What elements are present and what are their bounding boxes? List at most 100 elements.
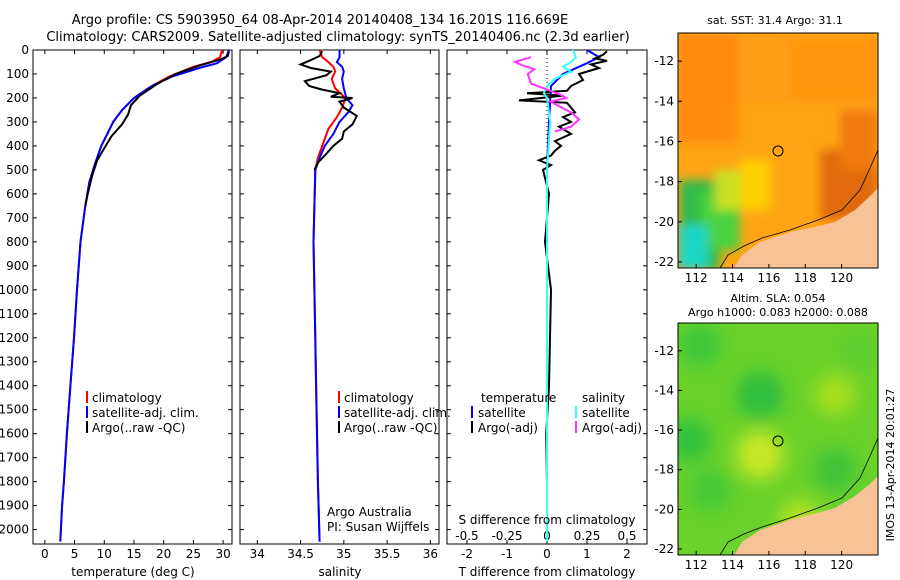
map-x-tick-label: 118 (794, 271, 817, 285)
temperature-x-label: temperature (deg C) (71, 565, 194, 579)
map-x-tick-label: 116 (757, 271, 780, 285)
y-tick-label: 500 (6, 163, 29, 177)
x2-tick-label: -0.25 (491, 529, 522, 543)
sst-map-frame (677, 32, 879, 269)
map-x-tick-label: 112 (685, 558, 708, 572)
x-tick-label: -1 (501, 547, 513, 561)
y-tick-label: 900 (6, 259, 29, 273)
map-x-tick-label: 116 (757, 558, 780, 572)
y-tick-label: 1100 (0, 307, 29, 321)
x-tick-label: 20 (156, 547, 171, 561)
sla-map-frame (677, 322, 879, 556)
salinity-x-label: salinity (318, 565, 361, 579)
y-tick-label: 1300 (0, 355, 29, 369)
y-tick-label: 700 (6, 211, 29, 225)
legend-label-temp-satellite: satellite (478, 406, 526, 420)
legend-heading-salinity: salinity (582, 391, 625, 405)
sla-map-title-line2: Argo h1000: 0.083 h2000: 0.088 (688, 306, 868, 319)
map-y-tick-label: -14 (654, 383, 674, 397)
map-y-tick-label: -18 (654, 175, 674, 189)
land-mass (734, 33, 878, 268)
x-tick-label: 35 (336, 547, 351, 561)
legend-label-argo: Argo(..raw -QC) (344, 421, 437, 435)
shelf-contour (719, 437, 878, 555)
y-tick-label: 1000 (0, 283, 29, 297)
figure-title-line1: Argo profile: CS 5903950_64 08-Apr-2014 … (72, 13, 568, 28)
series-line-satellite-adj-clim- (59, 49, 230, 542)
x-tick-label: 35.5 (374, 547, 401, 561)
map-x-tick-label: 114 (721, 558, 744, 572)
y-tick-label: 1600 (0, 427, 29, 441)
difference-legend: temperature salinity satellite Argo(-adj… (471, 391, 642, 435)
x2-tick-label: 0.25 (574, 529, 601, 543)
shelf-contour (719, 149, 878, 268)
argo-float-marker (772, 145, 784, 157)
map-y-tick-label: -16 (654, 134, 674, 148)
x-tick-label: 0 (41, 547, 49, 561)
difference-x-label: T difference from climatology (458, 565, 636, 579)
sst-map (678, 33, 878, 268)
map-y-tick-label: -12 (654, 54, 674, 68)
y-tick-label: 2000 (0, 523, 29, 537)
x-tick-label: 0 (543, 547, 551, 561)
series-line-argo-raw-qc- (297, 50, 359, 171)
x-tick-label: 2 (623, 547, 631, 561)
map-x-tick-label: 120 (830, 271, 853, 285)
x-tick-label: 34 (250, 547, 265, 561)
map-y-tick-label: -18 (654, 463, 674, 477)
legend-label-climatology: climatology (344, 391, 414, 405)
x2-tick-label: -0.5 (455, 529, 478, 543)
y-tick-label: 1800 (0, 475, 29, 489)
map-y-tick-label: -14 (654, 94, 674, 108)
series-line-satellite-adj-clim- (312, 50, 354, 542)
y-tick-label: 600 (6, 187, 29, 201)
series-line-temperature-argo-adj- (518, 50, 608, 542)
temperature-legend: climatology satellite-adj. clim. Argo(..… (86, 391, 199, 435)
map-y-tick-label: -12 (654, 344, 674, 358)
map-x-tick-label: 114 (721, 271, 744, 285)
y-tick-label: 100 (6, 67, 29, 81)
legend-label-sal-satellite: satellite (582, 406, 630, 420)
temperature-plot-frame (32, 49, 233, 545)
map-y-tick-label: -20 (654, 215, 674, 229)
x-tick-label: -2 (461, 547, 473, 561)
legend-label-satellite: satellite-adj. clim. (92, 406, 199, 420)
legend-heading-temperature: temperature (481, 391, 556, 405)
x-tick-label: 30 (215, 547, 230, 561)
y-tick-label: 1500 (0, 403, 29, 417)
map-y-tick-label: -20 (654, 502, 674, 516)
x2-tick-label: 0.5 (617, 529, 636, 543)
map-y-tick-label: -16 (654, 423, 674, 437)
x-tick-label: 5 (71, 547, 79, 561)
legend-label-climatology: climatology (92, 391, 162, 405)
land-mass (734, 323, 878, 555)
x-tick-label: 36 (423, 547, 438, 561)
argo-float-marker (772, 435, 784, 447)
series-line-salinity-argo-adj- (512, 56, 581, 133)
sla-map-title-line1: Altim. SLA: 0.054 (730, 292, 825, 305)
y-tick-label: 200 (6, 91, 29, 105)
legend-label-sal-argo: Argo(-adj) (582, 421, 642, 435)
y-tick-label: 1900 (0, 499, 29, 513)
map-x-tick-label: 120 (830, 558, 853, 572)
series-line-climatology (59, 49, 223, 542)
series-line-salinity-satellite (542, 49, 577, 542)
imos-timestamp: IMOS 13-Apr-2014 20:01:27 (884, 389, 897, 542)
y-tick-label: 400 (6, 139, 29, 153)
y-tick-label: 800 (6, 235, 29, 249)
argo-australia-label: Argo Australia (327, 505, 412, 519)
map-x-tick-label: 118 (794, 558, 817, 572)
x-tick-label: 10 (97, 547, 112, 561)
y-tick-label: 1400 (0, 379, 29, 393)
y-tick-label: 1200 (0, 331, 29, 345)
x-tick-label: 25 (186, 547, 201, 561)
y-tick-label: 0 (21, 43, 29, 57)
difference-x2-label: S difference from climatology (459, 513, 636, 527)
series-line-argo-raw-qc- (84, 50, 230, 207)
salinity-legend: climatology satellite-adj. clim. Argo(..… (327, 391, 451, 534)
x-tick-label: 34.5 (287, 547, 314, 561)
y-tick-label: 300 (6, 115, 29, 129)
sla-map (678, 323, 878, 555)
y-tick-label: 1700 (0, 451, 29, 465)
